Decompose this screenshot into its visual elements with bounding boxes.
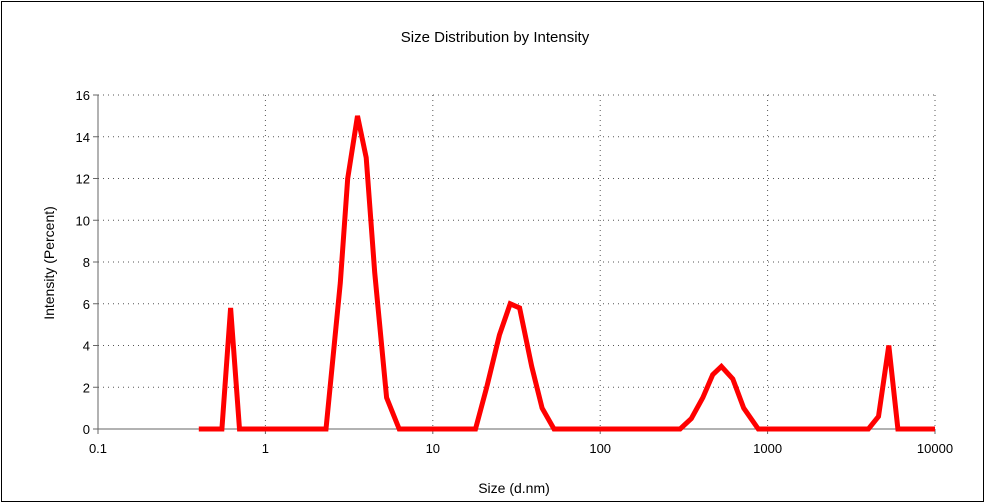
y-tick-label: 2 (83, 380, 90, 395)
y-tick-label: 6 (83, 297, 90, 312)
x-tick-label: 1000 (753, 441, 782, 456)
x-tick-label: 10 (426, 441, 440, 456)
y-axis-label: Intensity (Percent) (41, 206, 57, 320)
y-tick-label: 12 (76, 172, 90, 187)
y-tick-label: 14 (76, 130, 90, 145)
x-tick-label: 0.1 (89, 441, 107, 456)
y-tick-label: 10 (76, 213, 90, 228)
y-tick-label: 4 (83, 339, 90, 354)
series-line (198, 115, 935, 432)
tick-labels: 0.1 1 10 100 1000 10000 0 2 4 6 8 10 12 14 16 (76, 88, 954, 456)
x-tick-label: 10000 (917, 441, 953, 456)
y-tick-label: 8 (83, 255, 90, 270)
y-tick-label: 16 (76, 88, 90, 103)
x-tick-label: 1 (262, 441, 269, 456)
y-tick-label: 0 (83, 422, 90, 437)
chart-title: Size Distribution by Intensity (401, 29, 590, 46)
grid (98, 94, 936, 429)
x-tick-label: 100 (589, 441, 611, 456)
series (198, 115, 935, 432)
x-axis-label: Size (d.nm) (478, 480, 550, 496)
